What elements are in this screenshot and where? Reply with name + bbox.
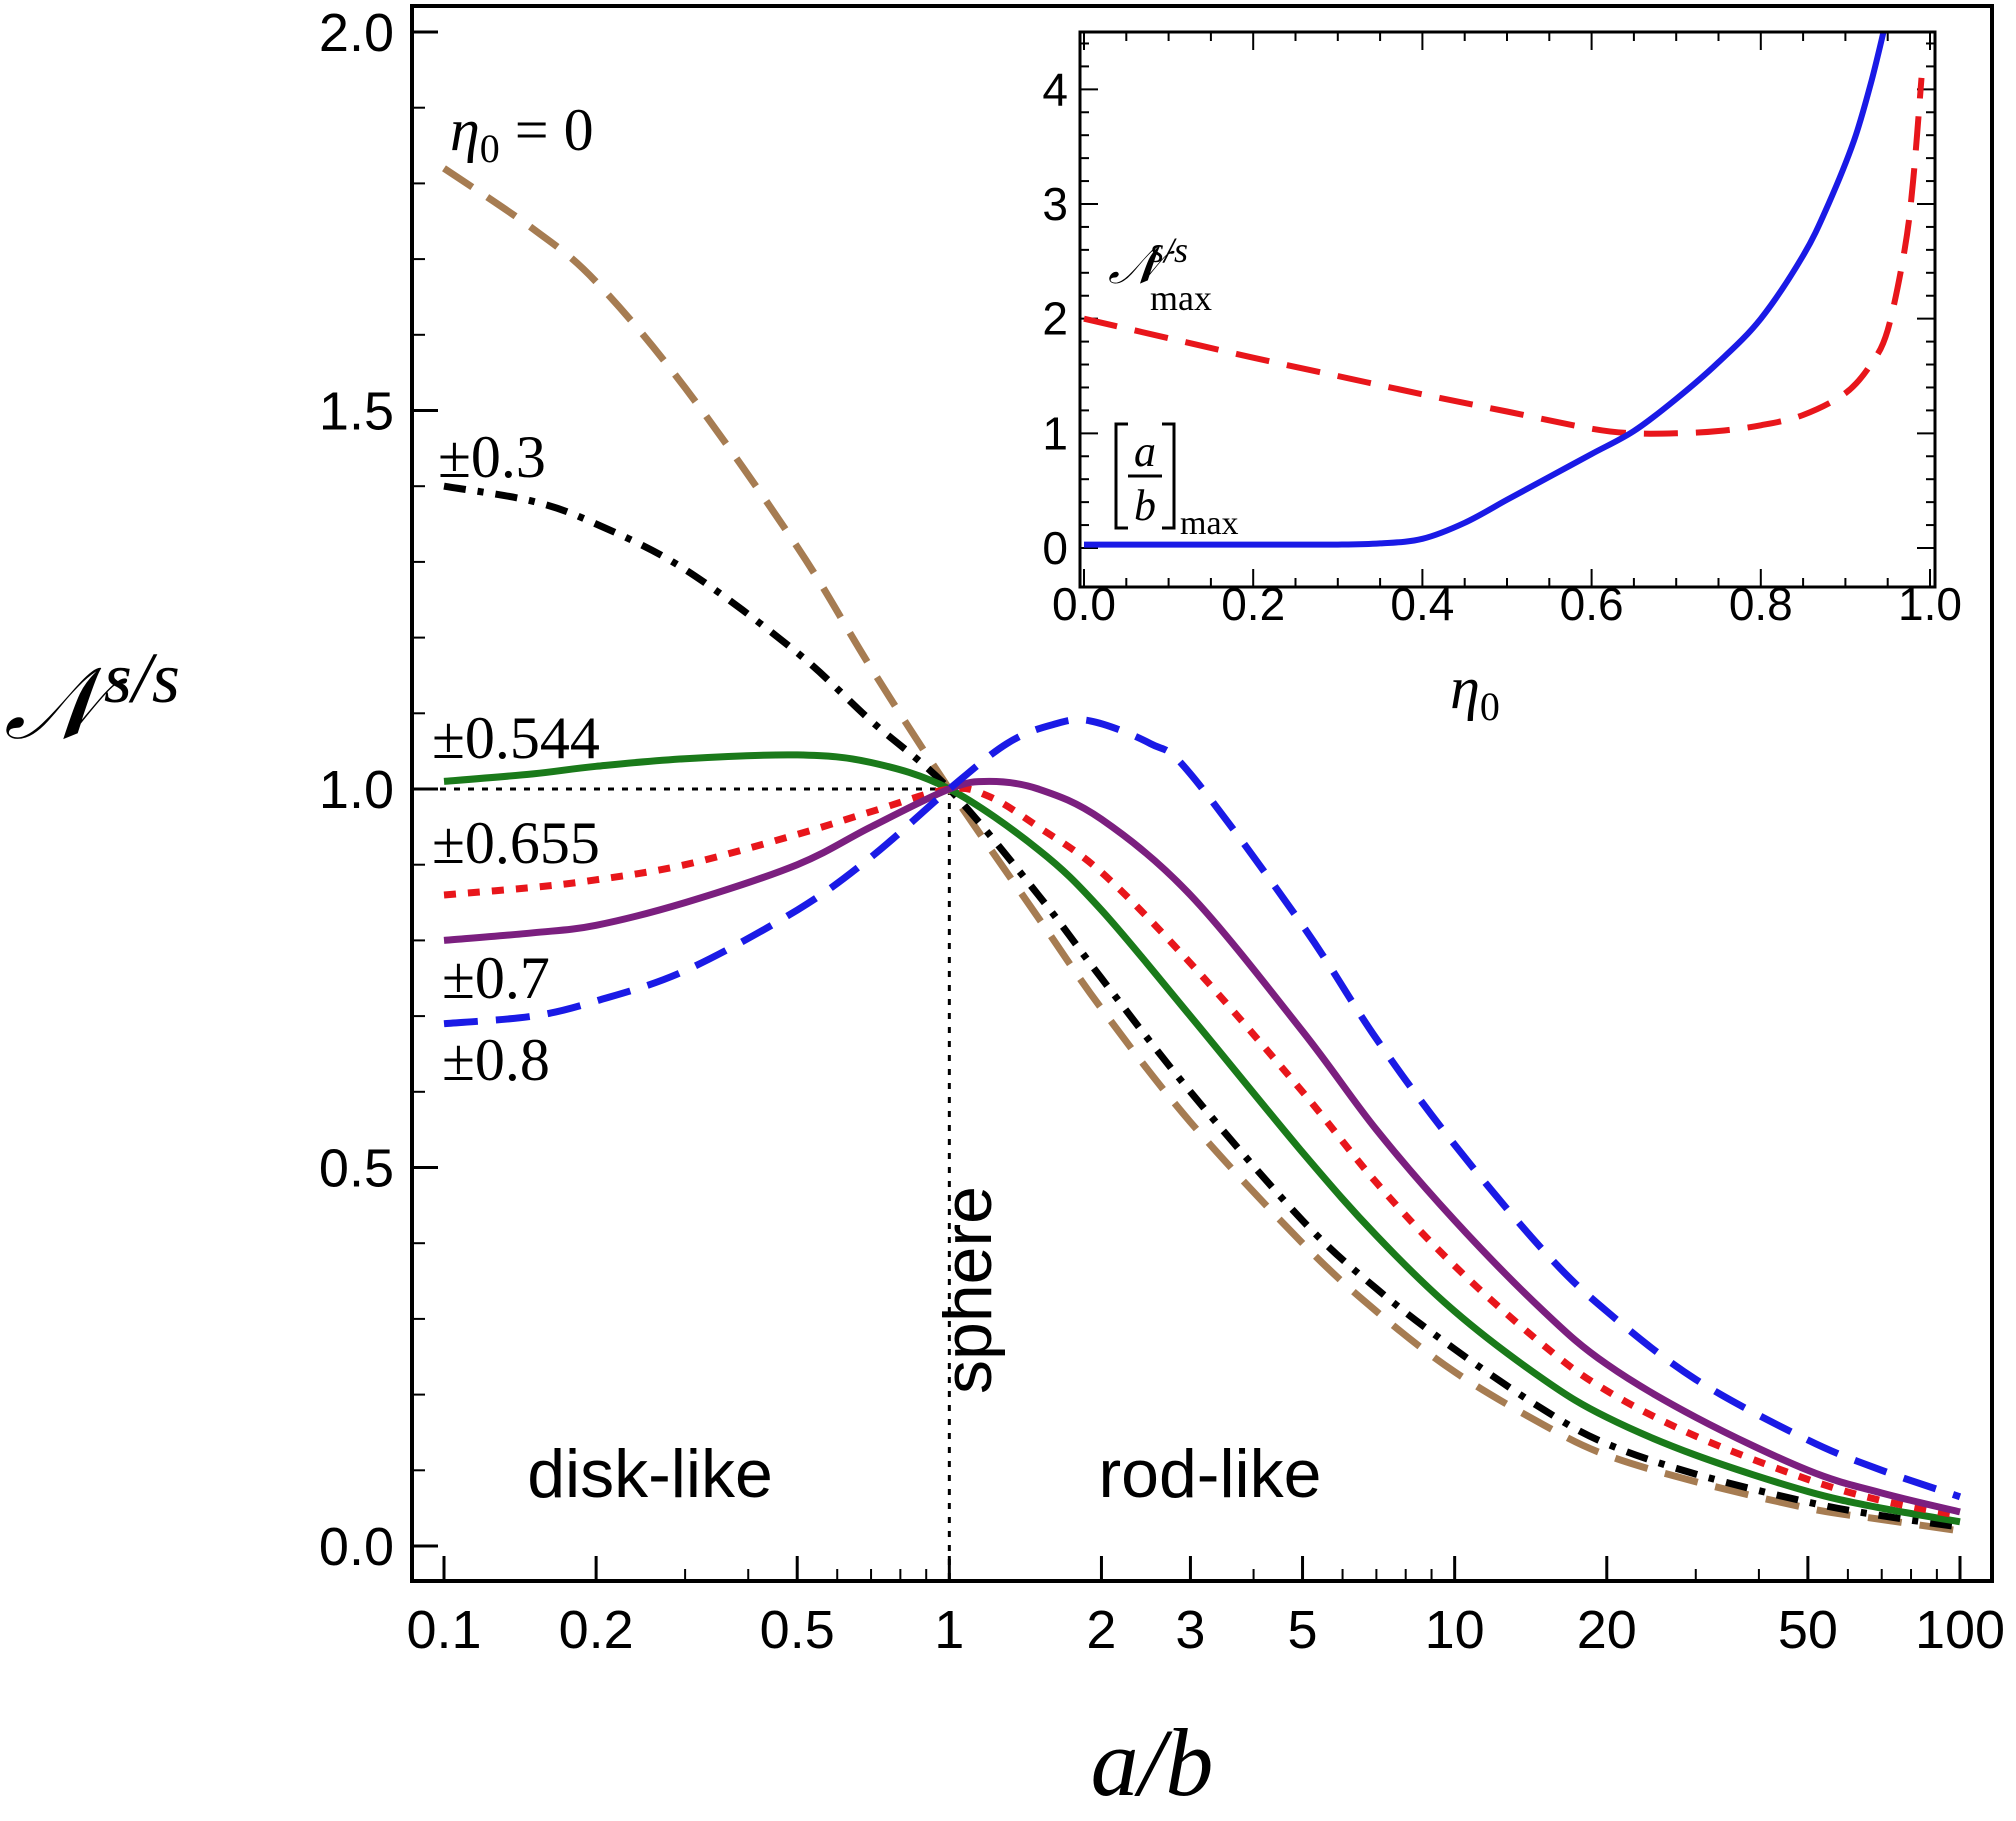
inset-y-tick-label: 0 [1042, 522, 1068, 574]
inset-label-denominator: b [1134, 481, 1156, 530]
inset-y-tick-label: 4 [1042, 63, 1068, 115]
series-line-4 [443, 777, 1961, 1516]
inset-series [1083, 31, 1925, 548]
disk-like-annotation: disk-like [527, 1436, 773, 1512]
x-tick-label: 3 [1175, 1600, 1205, 1660]
inset-label-bracket-right [1162, 422, 1176, 530]
inset-label-bracket-left [1114, 422, 1128, 530]
inset-label-nmax-sup: s/s [1150, 230, 1188, 270]
y-tick-label: 1.5 [319, 382, 394, 442]
inset-x-axis-label: η0 [1450, 655, 1500, 729]
inset-y-tick-label: 3 [1042, 178, 1068, 230]
x-tick-label: 50 [1778, 1600, 1838, 1660]
x-tick-label: 1 [934, 1600, 964, 1660]
main-y-axis-label: 𝒩s/s [4, 638, 180, 760]
series-line-3 [443, 784, 1961, 1520]
main-series [442, 165, 1962, 1535]
y-tick-label: 2.0 [319, 3, 394, 63]
main-plot-frame [410, 4, 1994, 1583]
series-label-4: ±0.7 [442, 945, 550, 1011]
x-tick-label: 0.1 [406, 1600, 481, 1660]
series-label-1: ±0.3 [438, 424, 546, 490]
inset-plot-frame [1078, 30, 1937, 589]
series-line-1 [443, 482, 1961, 1531]
reference-lines [412, 787, 951, 1581]
x-tick-label: 100 [1915, 1600, 2005, 1660]
inset-series-line-1 [1084, 31, 1887, 548]
inset-label-nmax-sub: max [1150, 278, 1212, 318]
x-tick-label: 0.2 [559, 1600, 634, 1660]
inset-y-tick-label: 1 [1042, 407, 1068, 459]
y-tick-label: 0.0 [319, 1517, 394, 1577]
y-axis-label-text: 𝒩s/s [4, 638, 180, 760]
series-label-2: ±0.544 [432, 705, 600, 771]
series-line-0 [442, 165, 1961, 1535]
inset-y-tick-label: 2 [1042, 293, 1068, 345]
inset-x-axis-label-text: η0 [1450, 655, 1500, 729]
series-label-5: ±0.8 [442, 1027, 550, 1093]
x-tick-label: 10 [1425, 1600, 1485, 1660]
inset-label-numerator: a [1134, 427, 1156, 476]
main-series-labels: η0 = 0 ±0.3 ±0.544 ±0.655 ±0.7 ±0.8 [432, 97, 600, 1093]
rod-like-annotation: rod-like [1099, 1436, 1322, 1512]
x-tick-label: 0.5 [760, 1600, 835, 1660]
x-tick-label: 20 [1577, 1600, 1637, 1660]
inset-label-abmax-sub: max [1180, 505, 1239, 542]
x-axis-label-text: a/b [1091, 1709, 1214, 1816]
series-line-2 [443, 751, 1961, 1526]
y-tick-label: 0.5 [319, 1139, 394, 1199]
inset-background [1080, 32, 1935, 587]
inset-series-line-0 [1083, 77, 1925, 437]
y-tick-label: 1.0 [319, 760, 394, 820]
x-tick-label: 5 [1288, 1600, 1318, 1660]
series-label-3: ±0.655 [432, 810, 600, 876]
sphere-annotation: sphere [930, 1186, 1006, 1394]
x-tick-label: 2 [1086, 1600, 1116, 1660]
main-x-axis-label: a/b [1091, 1709, 1214, 1816]
series-label-0: η0 = 0 [450, 97, 594, 171]
